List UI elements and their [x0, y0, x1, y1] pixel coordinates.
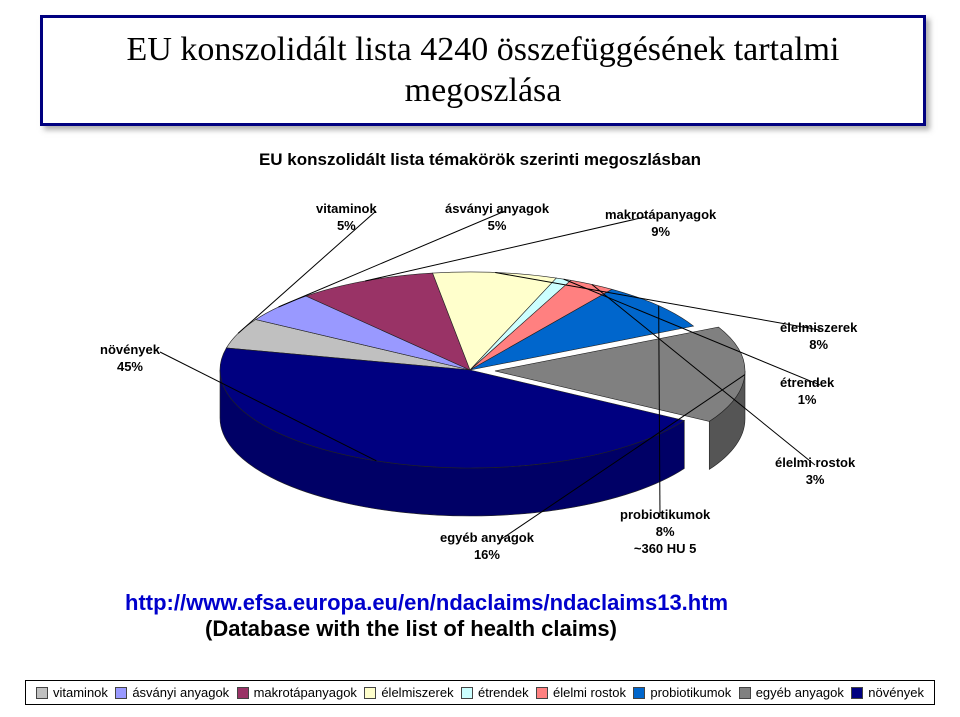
pie-label-probiotikumok: probiotikumok 8% ~360 HU 5	[620, 507, 710, 558]
legend-label: élelmiszerek	[381, 685, 453, 700]
legend-item: egyéb anyagok	[739, 685, 844, 700]
legend-item: vitaminok	[36, 685, 108, 700]
pie-label-vitaminok: vitaminok 5%	[316, 201, 377, 235]
legend-swatch	[364, 687, 376, 699]
legend-label: növények	[868, 685, 924, 700]
legend-label: étrendek	[478, 685, 529, 700]
legend-swatch	[36, 687, 48, 699]
pie-label-makro: makrotápanyagok 9%	[605, 207, 716, 241]
legend-item: étrendek	[461, 685, 529, 700]
legend-swatch	[739, 687, 751, 699]
pie-label-elelmiszerek: élelmiszerek 8%	[780, 320, 857, 354]
link-block: http://www.efsa.europa.eu/en/ndaclaims/n…	[125, 590, 728, 642]
legend-swatch	[461, 687, 473, 699]
legend-item: ásványi anyagok	[115, 685, 229, 700]
legend-item: probiotikumok	[633, 685, 731, 700]
legend-label: egyéb anyagok	[756, 685, 844, 700]
pie-label-novenyek: növények 45%	[100, 342, 160, 376]
legend-swatch	[633, 687, 645, 699]
link-url[interactable]: http://www.efsa.europa.eu/en/ndaclaims/n…	[125, 590, 728, 615]
pie-label-egyeb: egyéb anyagok 16%	[440, 530, 534, 564]
legend-label: ásványi anyagok	[132, 685, 229, 700]
legend-item: makrotápanyagok	[237, 685, 357, 700]
legend: vitaminok ásványi anyagok makrotápanyagok é…	[25, 680, 935, 705]
pie-chart	[0, 0, 960, 600]
legend-label: probiotikumok	[650, 685, 731, 700]
link-desc: (Database with the list of health claims…	[125, 616, 617, 641]
legend-item: élelmi rostok	[536, 685, 626, 700]
pie-label-rostok: élelmi rostok 3%	[775, 455, 855, 489]
legend-swatch	[536, 687, 548, 699]
legend-label: vitaminok	[53, 685, 108, 700]
legend-item: növények	[851, 685, 924, 700]
pie-label-etrendek: étrendek 1%	[780, 375, 834, 409]
legend-swatch	[115, 687, 127, 699]
legend-item: élelmiszerek	[364, 685, 453, 700]
legend-label: makrotápanyagok	[254, 685, 357, 700]
pie-label-asvanyi: ásványi anyagok 5%	[445, 201, 549, 235]
legend-swatch	[851, 687, 863, 699]
legend-swatch	[237, 687, 249, 699]
legend-label: élelmi rostok	[553, 685, 626, 700]
